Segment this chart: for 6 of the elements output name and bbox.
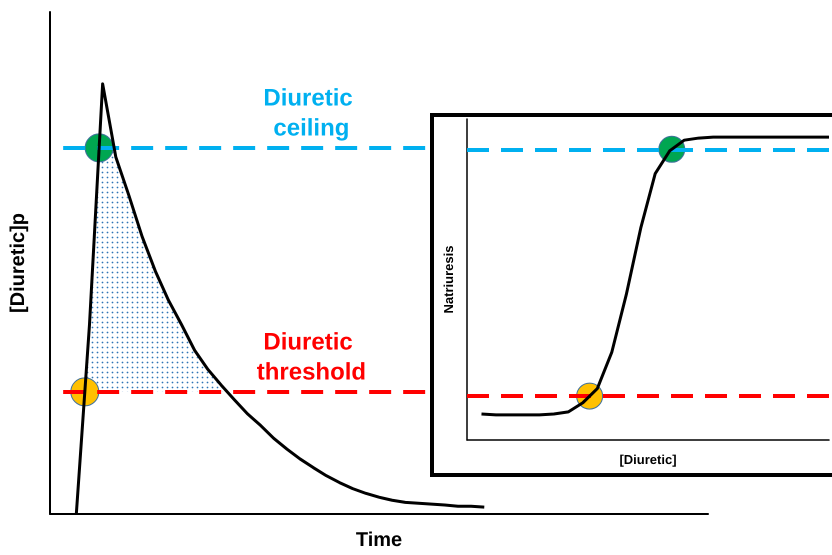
y-axis-title: [Diuretic]p	[7, 213, 29, 313]
ref-line-label: Diuretic threshold	[256, 328, 366, 386]
x-axis-title: [Diuretic]	[619, 452, 677, 467]
y-axis-title: Natriuresis	[441, 246, 456, 314]
x-axis-title: Time	[356, 529, 402, 551]
ref-line-label: Diuretic ceiling	[263, 84, 360, 142]
